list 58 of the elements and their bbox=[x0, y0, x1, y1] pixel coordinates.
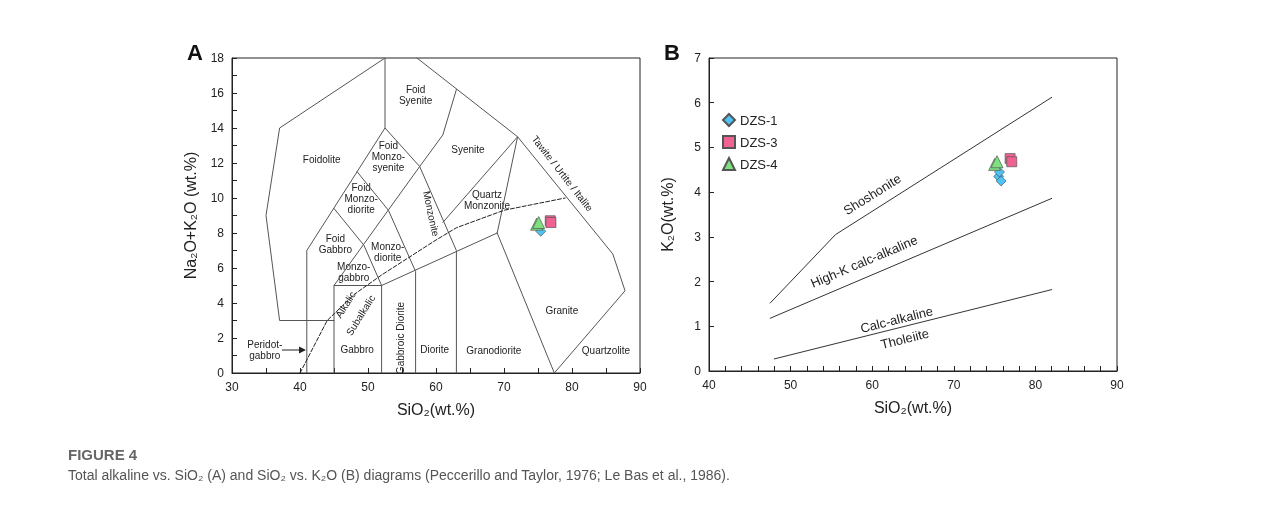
text: Total alkaline vs. SiO₂ (A) and SiO₂ vs. K₂O (B) diagrams (Peccerillo and Taylor, 1976; Le Bas et al., 1986). bbox=[68, 467, 731, 483]
x-tick-label: 70 bbox=[497, 380, 511, 394]
y-tick-label: 18 bbox=[210, 51, 225, 65]
y-tick-label: 6 bbox=[217, 261, 225, 275]
x-axis-title: SiO₂(wt.%) bbox=[396, 400, 476, 418]
y-tick-label: 12 bbox=[210, 156, 225, 170]
y-tick-label: 4 bbox=[217, 296, 225, 310]
annotation: Gabbro bbox=[340, 343, 375, 355]
y-tick-label: 10 bbox=[210, 191, 225, 205]
x-axis-title: SiO₂(wt.%) bbox=[873, 398, 953, 416]
x-tick-label: 40 bbox=[293, 380, 307, 394]
y-tick-label: 0 bbox=[217, 366, 225, 380]
y-tick-label: 0 bbox=[694, 364, 702, 378]
chart-title: B bbox=[664, 39, 680, 65]
x-tick-label: 90 bbox=[1110, 378, 1124, 392]
annotation: Foid Syenite bbox=[398, 83, 433, 106]
x-tick-label: 60 bbox=[429, 380, 443, 394]
y-tick-label: 6 bbox=[694, 95, 702, 110]
y-tick-label: 4 bbox=[694, 185, 702, 200]
legend-label: DZS-4 bbox=[740, 156, 778, 172]
x-tick-label: 80 bbox=[565, 380, 579, 394]
annotation: Granite bbox=[545, 304, 579, 316]
annotation: Foid Gabbro bbox=[318, 232, 353, 255]
x-tick-label: 90 bbox=[633, 380, 647, 394]
annotation: Foidolite bbox=[302, 154, 342, 165]
x-tick-label: 40 bbox=[702, 378, 716, 392]
annotation: Syenite bbox=[451, 143, 486, 155]
annotation: Diorite bbox=[420, 343, 450, 355]
legend-label: DZS-3 bbox=[740, 134, 778, 150]
y-tick-label: 14 bbox=[210, 121, 225, 135]
x-tick-label: 70 bbox=[947, 378, 961, 392]
annotation: Quartz Monzonite bbox=[463, 188, 511, 211]
legend-label: DZS-1 bbox=[740, 112, 778, 128]
annotation: Monzo- gabbro bbox=[337, 260, 371, 283]
annotation: Granodiorite bbox=[466, 344, 522, 356]
x-tick-label: 50 bbox=[361, 380, 375, 394]
y-tick-label: 8 bbox=[217, 226, 225, 240]
annotation: Monzonite bbox=[421, 190, 442, 238]
y-axis-title: K₂O(wt.%) bbox=[658, 177, 676, 252]
y-tick-label: 5 bbox=[694, 140, 702, 155]
y-tick-label: 1 bbox=[694, 319, 702, 334]
chart-title: A bbox=[187, 39, 203, 65]
x-tick-label: 30 bbox=[225, 380, 239, 394]
x-tick-label: 50 bbox=[783, 378, 798, 392]
annotation: Peridot- gabbro bbox=[247, 339, 283, 362]
annotation: Foid Monzo- syenite bbox=[371, 139, 406, 173]
annotation: Quartzolite bbox=[581, 344, 631, 356]
y-tick-label: 7 bbox=[694, 51, 702, 65]
text: FIGURE 4 bbox=[68, 446, 139, 463]
x-tick-label: 80 bbox=[1028, 378, 1043, 392]
y-tick-label: 2 bbox=[217, 331, 225, 345]
annotation: Monzo- diorite bbox=[371, 241, 405, 264]
y-tick-label: 2 bbox=[694, 274, 702, 289]
y-tick-label: 16 bbox=[210, 86, 225, 100]
x-tick-label: 60 bbox=[865, 378, 880, 392]
y-tick-label: 3 bbox=[694, 229, 702, 244]
annotation: Foid Monzo- diorite bbox=[344, 181, 378, 215]
y-axis-title: Na₂O+K₂O (wt.%) bbox=[181, 151, 199, 280]
